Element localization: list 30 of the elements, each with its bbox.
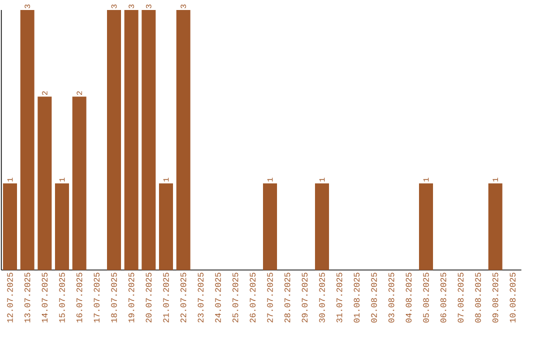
x-tick-label: 10.08.2025 — [510, 272, 516, 322]
x-tick-label: 13.07.2025 — [24, 272, 30, 322]
x-tick-label: 04.08.2025 — [406, 272, 412, 322]
x-tick-label: 08.08.2025 — [475, 272, 481, 322]
x-tick-label: 12.07.2025 — [7, 272, 13, 322]
x-tick-label: 31.07.2025 — [336, 272, 342, 322]
x-tick-label: 23.07.2025 — [198, 272, 204, 322]
x-tick-label: 26.07.2025 — [250, 272, 256, 322]
x-tick-label: 27.07.2025 — [267, 272, 273, 322]
x-tick-label: 22.07.2025 — [180, 272, 186, 322]
x-tick-label: 20.07.2025 — [146, 272, 152, 322]
x-tick-label: 16.07.2025 — [76, 272, 82, 322]
x-tick-label: 14.07.2025 — [42, 272, 48, 322]
x-tick-label: 17.07.2025 — [94, 272, 100, 322]
x-tick-label: 07.08.2025 — [458, 272, 464, 322]
x-tick-label: 28.07.2025 — [284, 272, 290, 322]
x-tick-label: 03.08.2025 — [388, 272, 394, 322]
x-tick-label: 19.07.2025 — [128, 272, 134, 322]
x-tick-label: 30.07.2025 — [319, 272, 325, 322]
x-tick-label: 02.08.2025 — [371, 272, 377, 322]
x-tick-label: 24.07.2025 — [215, 272, 221, 322]
x-tick-label: 18.07.2025 — [111, 272, 117, 322]
x-tick-label: 05.08.2025 — [423, 272, 429, 322]
x-tick-label: 06.08.2025 — [440, 272, 446, 322]
x-tick-label: 21.07.2025 — [163, 272, 169, 322]
x-tick-label: 01.08.2025 — [354, 272, 360, 322]
x-tick-label: 09.08.2025 — [492, 272, 498, 322]
x-tick-label: 29.07.2025 — [302, 272, 308, 322]
x-tick-label: 25.07.2025 — [232, 272, 238, 322]
x-tick-label: 15.07.2025 — [59, 272, 65, 322]
